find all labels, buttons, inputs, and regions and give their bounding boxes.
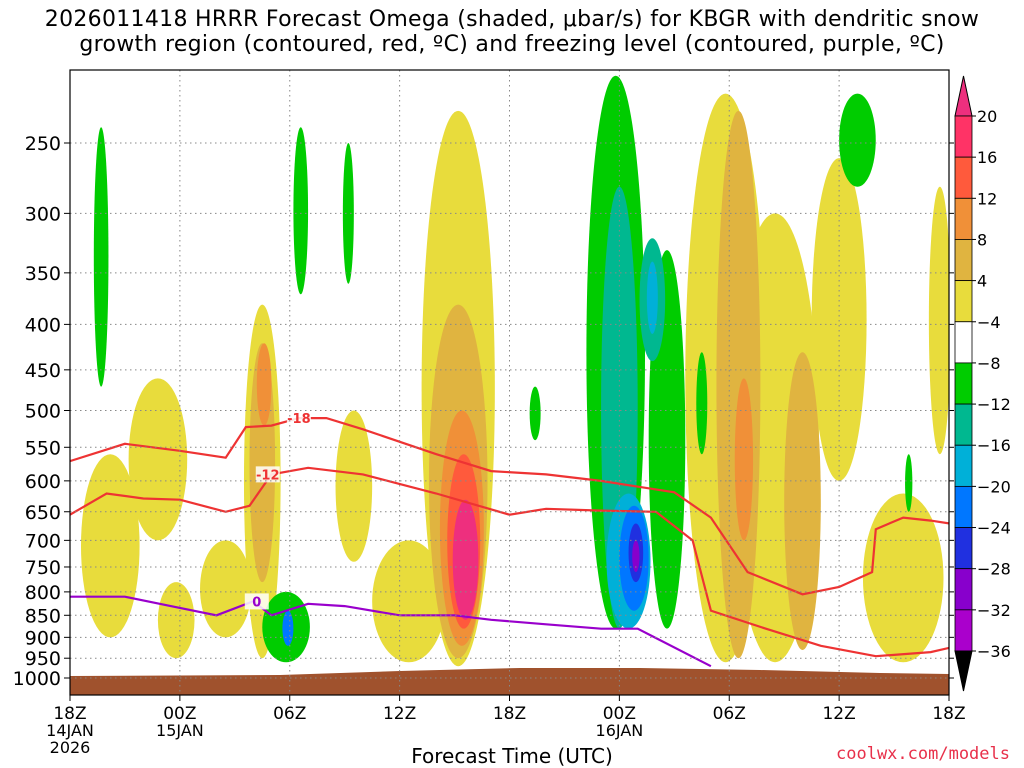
chart-title-line-1: 2026011418 HRRR Forecast Omega (shaded, … (44, 7, 980, 32)
x-tick-label-h30: 00Z (603, 704, 636, 724)
colorbar-swatch-10 (954, 527, 973, 570)
colorbar-swatch-9 (954, 485, 973, 528)
colorbar-label-12: −32 (977, 601, 1011, 620)
omega-cell-g-30 (839, 93, 876, 187)
colorbar-label-13: −36 (977, 642, 1011, 661)
omega-cell-g-24 (342, 143, 354, 284)
omega-cell-g-29 (696, 352, 708, 455)
axes: 2503003504004505005506006507007508008509… (13, 69, 966, 757)
colorbar-label-8: −16 (977, 436, 1011, 455)
omega-field: -18 -12 0 (70, 75, 949, 695)
colorbar-swatch-5 (954, 321, 973, 364)
x-tick-label-h42: 12Z (822, 704, 855, 724)
colorbar-label-5: −4 (977, 313, 1001, 332)
omega-cell-y8-16 (784, 352, 821, 650)
omega-cell-g-23 (293, 127, 309, 295)
dgz-contour-1 (70, 466, 949, 658)
colorbar-label-2: 12 (977, 189, 997, 208)
omega-cell-y4-6 (372, 540, 446, 663)
x-tick-label-h0: 18Z (53, 704, 86, 724)
omega-cell-g-26 (529, 386, 541, 441)
omega-cell-cy-35 (646, 261, 658, 334)
contour-label-bg-0 (286, 410, 311, 427)
colorbar-swatch-0 (954, 115, 973, 158)
x-tick-label-h24: 18Z (493, 704, 526, 724)
colorbar-swatch-2 (954, 197, 973, 240)
y-tick-label-900: 900 (25, 627, 61, 649)
y-tick-label-700: 700 (25, 530, 61, 552)
colorbar-swatch-6 (954, 362, 973, 405)
omega-cell-y4-10 (811, 158, 867, 481)
colorbar-label-1: 16 (977, 148, 997, 167)
omega-cell-y4-5 (335, 410, 373, 562)
contour-label-bg-1 (255, 466, 280, 483)
y-tick-label-650: 650 (25, 502, 61, 524)
colorbar-label-11: −28 (977, 560, 1011, 579)
contour-label-bg-2 (244, 593, 269, 610)
y-tick-label-550: 550 (25, 437, 61, 459)
colorbar-swatch-3 (954, 239, 973, 282)
freezing-level-contour (70, 595, 712, 668)
y-tick-label-450: 450 (25, 360, 61, 382)
x-tick-label-h48: 18Z (932, 704, 965, 724)
y-tick-label-400: 400 (25, 314, 61, 336)
colorbar-label-4: 4 (977, 272, 987, 291)
x-tick-sublabel-h0-0: 14JAN (46, 721, 94, 740)
x-tick-sublabel-h0-1: 2026 (50, 738, 91, 757)
omega-cell-g-31 (905, 454, 913, 512)
colorbar-swatch-11 (954, 568, 973, 611)
chart-title-line-2: growth region (contoured, red, ºC) and f… (79, 32, 945, 57)
colorbar-swatch-8 (954, 444, 973, 487)
site-credit: coolwx.com/models (836, 744, 1010, 764)
y-tick-label-1000: 1000 (13, 668, 61, 690)
omega-cell-y4-11 (862, 493, 944, 663)
dgz-contour-0 (70, 417, 949, 596)
omega-cell-r20-21 (452, 499, 479, 620)
x-tick-label-h18: 12Z (383, 704, 416, 724)
x-tick-label-h12: 06Z (273, 704, 306, 724)
y-tick-label-950: 950 (25, 648, 61, 670)
x-tick-sublabel-h6-0: 15JAN (156, 721, 204, 740)
y-tick-label-800: 800 (25, 582, 61, 604)
colorbar-label-3: 8 (977, 230, 987, 249)
x-tick-sublabel-h30-0: 16JAN (596, 721, 644, 740)
colorbar-top-arrow (954, 75, 973, 117)
omega-cell-g-22 (93, 127, 109, 387)
omega-cell-y4-12 (928, 186, 949, 455)
contour-label-2: 0 (252, 595, 261, 610)
contour-label-1: -12 (256, 468, 280, 483)
omega-cell-pu-39 (632, 540, 640, 573)
y-tick-label-600: 600 (25, 471, 61, 493)
y-tick-label-850: 850 (25, 605, 61, 627)
colorbar-swatch-7 (954, 403, 973, 446)
contour-label-0: -18 (287, 412, 311, 427)
omega-cell-y8-15 (716, 110, 761, 659)
colorbar-swatch-1 (954, 156, 973, 199)
colorbar-swatch-4 (954, 280, 973, 323)
y-tick-label-250: 250 (25, 133, 61, 155)
y-tick-label-300: 300 (25, 203, 61, 225)
colorbar-label-0: 20 (977, 107, 997, 126)
x-axis-title: Forecast Time (UTC) (411, 744, 613, 768)
y-tick-label-500: 500 (25, 401, 61, 423)
x-tick-label-h6: 00Z (163, 704, 196, 724)
x-tick-label-h36: 06Z (713, 704, 746, 724)
colorbar-swatch-12 (954, 609, 973, 652)
colorbar-label-6: −8 (977, 354, 1001, 373)
colorbar: 20 16 12 8 4 −4 −8 −12 −16 −20 −24 −28 −32 −36 (954, 75, 1011, 692)
colorbar-bottom-arrow (954, 650, 973, 692)
omega-cell-y4-3 (200, 540, 252, 638)
colorbar-label-10: −24 (977, 519, 1011, 538)
y-tick-label-750: 750 (25, 557, 61, 579)
omega-cell-bl-37 (282, 610, 294, 646)
colorbar-label-7: −12 (977, 395, 1011, 414)
omega-cell-y4-1 (128, 378, 188, 541)
omega-cell-o12-19 (734, 378, 754, 541)
plot-area: -18 -12 0 (69, 70, 950, 695)
omega-cell-o12-18 (256, 343, 272, 426)
y-tick-label-350: 350 (25, 263, 61, 285)
omega-cell-y4-2 (157, 582, 195, 659)
colorbar-label-9: −20 (977, 477, 1011, 496)
